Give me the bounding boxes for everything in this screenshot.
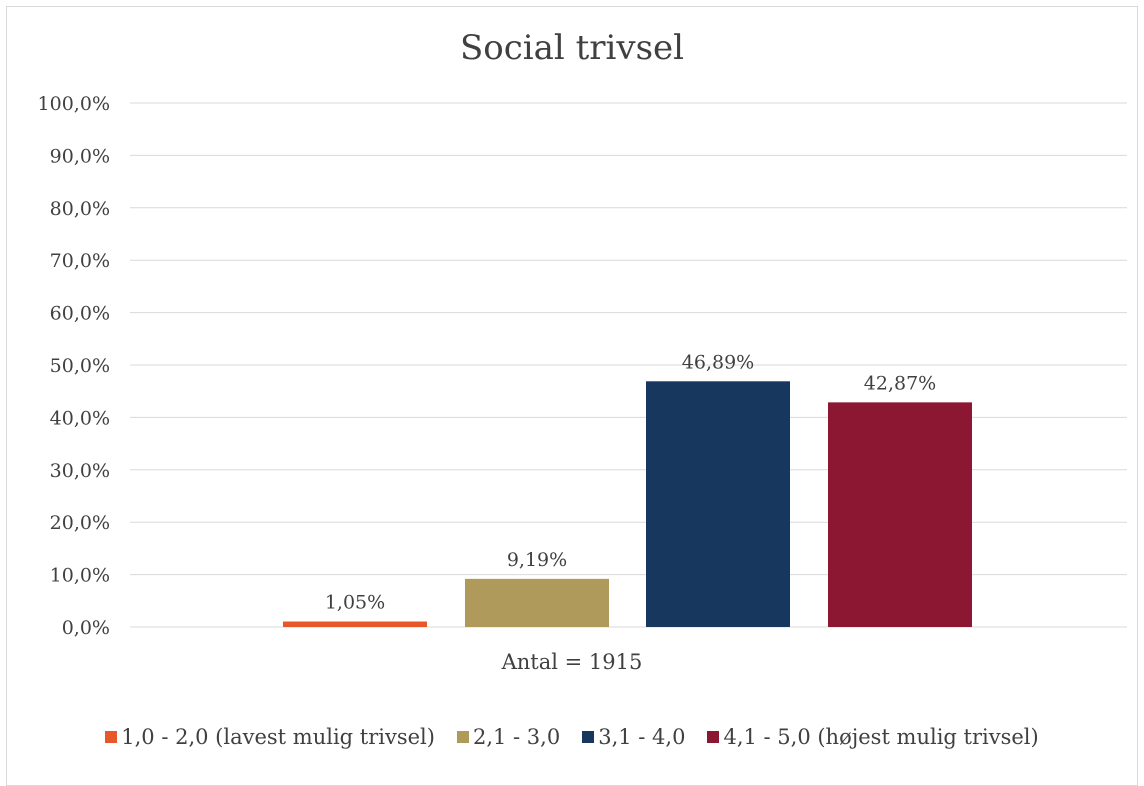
chart-plot-area: 0,0% 10,0% 20,0% 30,0% 40,0% 50,0% 60,0% 70,0% 8…: [38, 93, 1127, 639]
x-axis-label: Antal = 1915: [501, 650, 643, 674]
legend-item-3: 3,1 - 4,0: [582, 725, 685, 749]
legend-swatch-1: [105, 731, 118, 743]
bar-2: [465, 578, 609, 627]
legend-label-1: 1,0 - 2,0 (lavest mulig trivsel): [121, 725, 435, 749]
data-label-1: 1,05%: [325, 591, 385, 613]
legend-swatch-2: [456, 731, 469, 743]
chart-title: Social trivsel: [459, 28, 685, 68]
legend-label-4: 4,1 - 5,0 (højest mulig trivsel): [723, 725, 1039, 749]
y-tick-label: 60,0%: [50, 303, 110, 325]
y-tick-label: 70,0%: [50, 250, 110, 272]
y-tick-label: 50,0%: [50, 355, 110, 377]
legend-swatch-3: [582, 731, 595, 743]
y-tick-label: 40,0%: [50, 407, 110, 429]
legend-label-3: 3,1 - 4,0: [598, 725, 686, 749]
data-label-4: 42,87%: [864, 372, 936, 394]
y-tick-label: 20,0%: [50, 512, 110, 534]
y-tick-label: 10,0%: [50, 565, 110, 587]
bar-4: [828, 402, 972, 627]
y-tick-label: 100,0%: [38, 93, 110, 115]
bar-1: [283, 621, 427, 627]
legend-item-2: 2,1 - 3,0: [456, 725, 561, 749]
y-tick-label: 90,0%: [50, 145, 110, 167]
y-tick-label: 80,0%: [50, 198, 110, 220]
data-label-2: 9,19%: [507, 549, 567, 571]
bar-3: [646, 381, 790, 627]
legend-item-1: 1,0 - 2,0 (lavest mulig trivsel): [105, 725, 435, 749]
y-tick-label: 0,0%: [62, 617, 110, 639]
legend-item-4: 4,1 - 5,0 (højest mulig trivsel): [707, 725, 1039, 749]
legend-swatch-4: [707, 731, 720, 743]
legend-label-2: 2,1 - 3,0: [472, 725, 561, 749]
y-tick-label: 30,0%: [50, 460, 110, 482]
chart-legend: 1,0 - 2,0 (lavest mulig trivsel) 2,1 - 3…: [0, 725, 1144, 749]
data-label-3: 46,89%: [682, 351, 754, 373]
